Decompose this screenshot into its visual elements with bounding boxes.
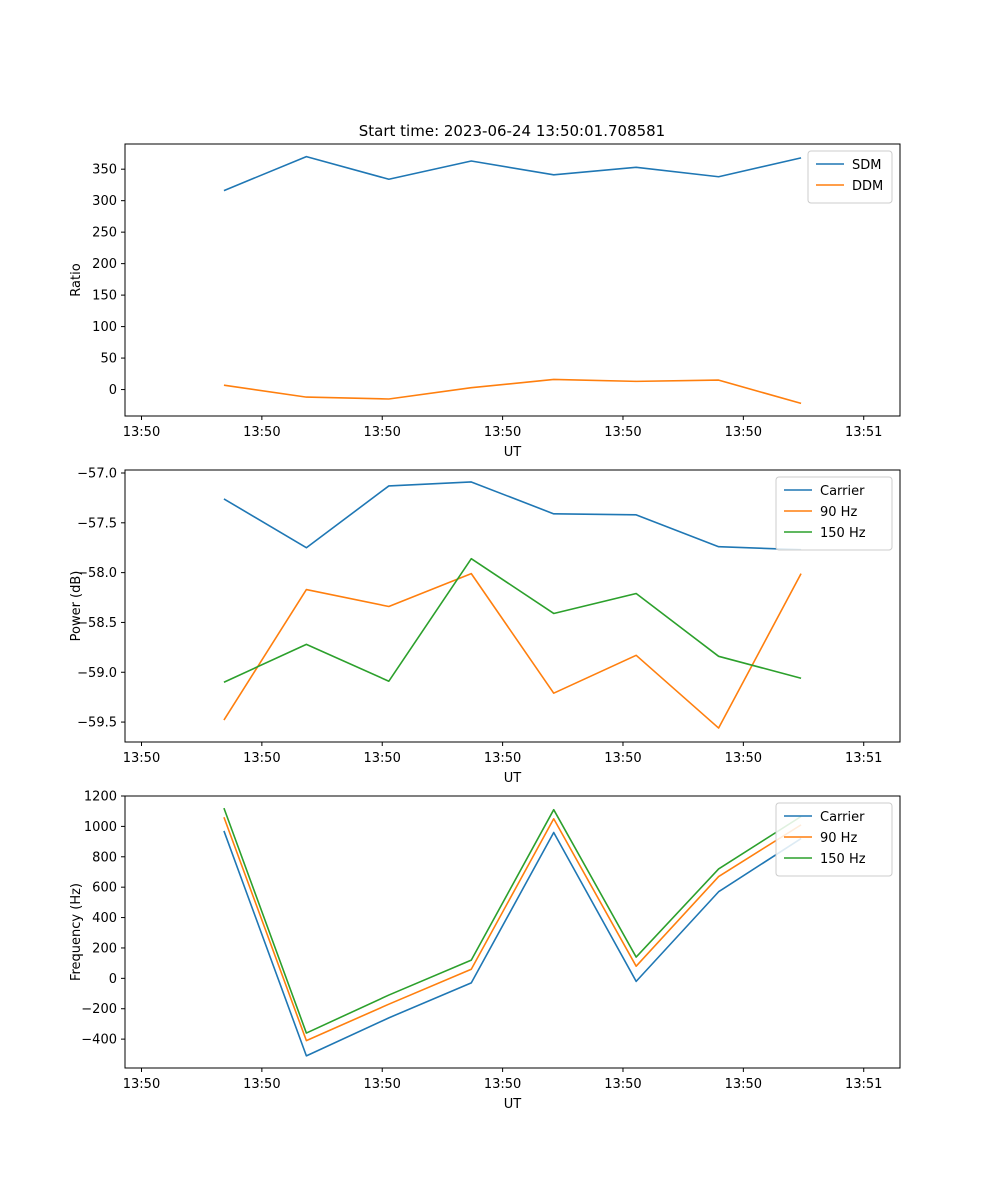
y-tick-label: 600	[92, 881, 117, 896]
y-tick-label: 0	[109, 972, 117, 987]
y-tick-label: 200	[92, 941, 117, 956]
legend-entry: Carrier	[820, 484, 865, 499]
x-tick-label: 13:50	[123, 1077, 160, 1092]
chart-panel-2: 13:50 13:50 13:50 13:50 13:50 13:50 13:51 −57.0…	[69, 466, 901, 786]
y-tick-label: 100	[92, 320, 117, 335]
legend-entry: 90 Hz	[820, 831, 857, 846]
y-tick-label: −57.0	[77, 466, 117, 481]
series-line-sdm	[223, 155, 802, 192]
legend-entry: DDM	[852, 179, 883, 194]
y-tick-label: −59.0	[77, 666, 117, 681]
axes-frame	[124, 469, 901, 743]
y-tick-label: −200	[81, 1002, 117, 1017]
chart-title: Start time: 2023-06-24 13:50:01.708581	[359, 122, 665, 140]
x-axis-label: UT	[504, 771, 522, 786]
x-tick-label: 13:50	[604, 751, 641, 766]
legend: Carrier 90 Hz 150 Hz	[775, 476, 893, 551]
y-tick-label: 200	[92, 257, 117, 272]
x-tick-label: 13:50	[123, 425, 160, 440]
chart-panel-3: 13:50 13:50 13:50 13:50 13:50 13:50 13:51 −400 −…	[69, 790, 901, 1112]
x-tick-label: 13:51	[845, 751, 882, 766]
x-tick-label: 13:50	[484, 751, 521, 766]
x-tick-label: 13:50	[363, 751, 400, 766]
y-tick-label: 1200	[84, 790, 117, 805]
y-tick-label: 1000	[84, 820, 117, 835]
y-tick-label: −58.5	[77, 616, 117, 631]
x-axis-label: UT	[504, 445, 522, 460]
y-tick-label: 300	[92, 194, 117, 209]
chart-panel-1: 13:50 13:50 13:50 13:50 13:50 13:50 13:51 0 50 10…	[69, 143, 901, 460]
series-line-ddm	[223, 378, 802, 405]
legend-entry: 150 Hz	[820, 852, 866, 867]
y-axis-label: Power (dB)	[69, 571, 84, 642]
x-tick-label: 13:50	[725, 425, 762, 440]
y-tick-label: −58.0	[77, 566, 117, 581]
y-tick-label: 350	[92, 163, 117, 178]
y-axis-label: Ratio	[69, 263, 84, 296]
x-tick-label: 13:50	[243, 751, 280, 766]
x-tick-label: 13:50	[604, 425, 641, 440]
x-tick-label: 13:50	[243, 425, 280, 440]
x-tick-label: 13:50	[243, 1077, 280, 1092]
axes-frame	[124, 143, 901, 417]
legend-entry: SDM	[852, 158, 881, 173]
y-tick-label: −59.5	[77, 716, 117, 731]
series-line-150-hz	[223, 807, 802, 1034]
legend-entry: 90 Hz	[820, 505, 857, 520]
x-tick-label: 13:50	[604, 1077, 641, 1092]
legend-entry: 150 Hz	[820, 526, 866, 541]
y-tick-label: −57.5	[77, 516, 117, 531]
y-axis-label: Frequency (Hz)	[69, 883, 84, 981]
y-tick-label: 150	[92, 289, 117, 304]
series-line-150-hz	[223, 557, 802, 683]
series-line-90-hz	[223, 816, 802, 1042]
series-line-carrier	[223, 481, 802, 551]
x-axis-label: UT	[504, 1097, 522, 1112]
legend: SDM DDM	[807, 150, 893, 204]
legend: Carrier 90 Hz 150 Hz	[775, 802, 893, 877]
x-tick-label: 13:51	[845, 425, 882, 440]
x-tick-label: 13:50	[363, 425, 400, 440]
y-tick-label: 400	[92, 911, 117, 926]
y-tick-label: 0	[109, 383, 117, 398]
y-tick-label: 800	[92, 850, 117, 865]
series-line-carrier	[223, 830, 802, 1057]
series-line-90-hz	[223, 572, 802, 729]
axes-frame	[124, 795, 901, 1069]
x-tick-label: 13:50	[484, 1077, 521, 1092]
x-tick-label: 13:50	[123, 751, 160, 766]
y-tick-label: 50	[100, 352, 117, 367]
y-tick-label: 250	[92, 226, 117, 241]
x-tick-label: 13:50	[484, 425, 521, 440]
x-tick-label: 13:50	[725, 1077, 762, 1092]
x-tick-label: 13:51	[845, 1077, 882, 1092]
y-tick-label: −400	[81, 1033, 117, 1048]
legend-entry: Carrier	[820, 810, 865, 825]
x-tick-label: 13:50	[725, 751, 762, 766]
x-tick-label: 13:50	[363, 1077, 400, 1092]
